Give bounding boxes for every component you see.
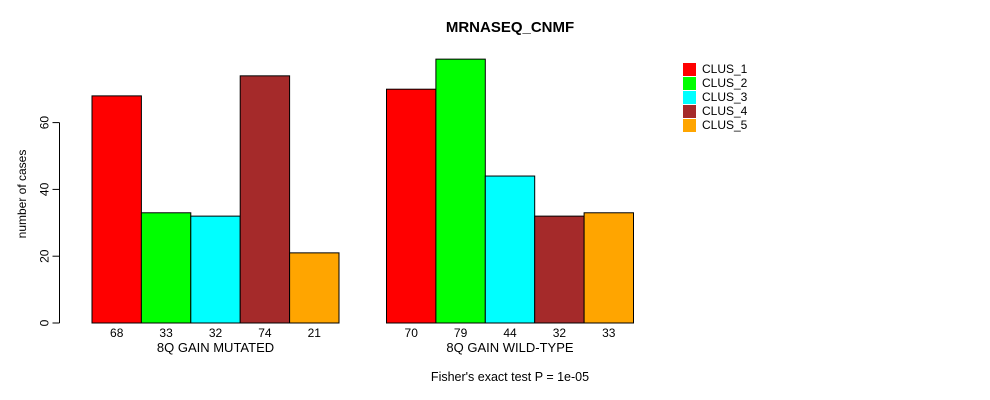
bar-clus_1-group1 xyxy=(91,95,142,324)
footer-annotation: Fisher's exact test P = 1e-05 xyxy=(430,370,590,384)
bar-value-label: 74 xyxy=(258,326,272,340)
bar-value-label: 21 xyxy=(308,326,322,340)
legend: CLUS_1 CLUS_2 CLUS_3 CLUS_4 CLUS_5 xyxy=(683,63,747,133)
legend-item-clus_5: CLUS_5 xyxy=(683,119,747,132)
bar-clus_2-group1 xyxy=(140,212,192,324)
bar-value-label: 32 xyxy=(209,326,223,340)
bar-value-label: 79 xyxy=(454,326,468,340)
y-axis-tick-label: 20 xyxy=(38,249,52,263)
category-label: 8Q GAIN MUTATED xyxy=(157,340,274,355)
y-axis-tick-label: 0 xyxy=(38,319,52,326)
legend-item-clus_2: CLUS_2 xyxy=(683,77,747,90)
bar-clus_1-group2 xyxy=(386,88,437,324)
chart-title: MRNASEQ_CNMF xyxy=(445,19,575,36)
legend-item-clus_3: CLUS_3 xyxy=(683,91,747,104)
bar-value-label: 32 xyxy=(553,326,567,340)
legend-label: CLUS_5 xyxy=(702,118,748,132)
bar-clus_2-group2 xyxy=(435,58,486,324)
bar-clus_5-group1 xyxy=(289,252,340,324)
legend-item-clus_1: CLUS_1 xyxy=(683,63,747,76)
y-axis-tick-label: 40 xyxy=(38,182,52,196)
legend-label: CLUS_2 xyxy=(702,76,748,90)
bar-value-label: 33 xyxy=(602,326,616,340)
bar-value-label: 33 xyxy=(159,326,173,340)
legend-swatch-clus_2 xyxy=(683,77,696,90)
bar-clus_4-group1 xyxy=(239,75,291,324)
bar-clus_4-group2 xyxy=(534,215,585,324)
y-axis-tick-label: 60 xyxy=(38,116,52,130)
category-label: 8Q GAIN WILD-TYPE xyxy=(446,340,573,355)
bar-value-label: 44 xyxy=(503,326,517,340)
bar-value-label: 68 xyxy=(110,326,124,340)
legend-swatch-clus_5 xyxy=(683,119,696,132)
bar-value-label: 70 xyxy=(405,326,419,340)
legend-swatch-clus_3 xyxy=(683,91,696,104)
legend-swatch-clus_1 xyxy=(683,63,696,76)
bar-clus_3-group1 xyxy=(190,215,241,324)
legend-label: CLUS_3 xyxy=(702,90,748,104)
legend-item-clus_4: CLUS_4 xyxy=(683,105,747,118)
legend-label: CLUS_1 xyxy=(702,62,748,76)
legend-label: CLUS_4 xyxy=(702,104,748,118)
bar-clus_5-group2 xyxy=(583,212,634,324)
bar-clus_3-group2 xyxy=(484,175,536,324)
legend-swatch-clus_4 xyxy=(683,105,696,118)
